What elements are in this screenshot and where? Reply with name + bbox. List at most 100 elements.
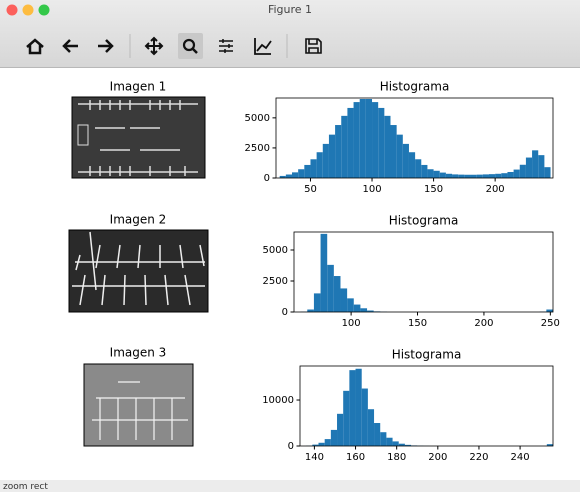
x-tick-label: 100	[362, 184, 381, 195]
image-2	[69, 230, 208, 312]
histogram-bar	[347, 108, 353, 178]
histogram-bar	[421, 165, 427, 178]
histogram-bar	[440, 173, 446, 178]
histogram-bar	[325, 439, 331, 446]
image-title: Imagen 1	[110, 80, 167, 94]
histogram-bar	[446, 174, 452, 178]
x-tick-label: 140	[305, 452, 324, 463]
histogram-bar	[403, 144, 409, 178]
histogram-bar	[292, 172, 298, 178]
histogram-bar	[427, 169, 433, 178]
histogram-bar	[393, 441, 399, 446]
histogram-bar	[378, 108, 384, 178]
y-tick-label: 5000	[245, 113, 270, 124]
close-button[interactable]	[7, 5, 18, 16]
minimize-button[interactable]	[23, 5, 34, 16]
histogram-bar	[384, 116, 390, 178]
histogram-bar	[354, 102, 360, 178]
x-tick-label: 250	[541, 318, 560, 329]
histogram-bar	[507, 172, 513, 178]
y-tick-label: 10000	[262, 395, 294, 406]
histogram-bar	[329, 135, 335, 178]
x-tick-label: 160	[346, 452, 365, 463]
histogram-bar	[360, 308, 367, 312]
histogram-bar	[337, 414, 343, 446]
window-title: Figure 1	[268, 3, 312, 16]
histogram-bar	[286, 175, 292, 178]
y-tick-label: 0	[282, 307, 288, 318]
histogram-bar	[321, 234, 328, 312]
histogram-bar	[356, 369, 362, 446]
histogram-bar	[495, 174, 501, 178]
histogram-bar	[314, 293, 321, 312]
histogram-bar	[386, 438, 392, 446]
status-bar	[0, 480, 580, 492]
histogram-bar	[343, 391, 349, 446]
status-text: zoom rect	[3, 482, 48, 492]
x-tick-label: 50	[304, 184, 317, 195]
image-3	[84, 364, 193, 446]
histogram-bar	[458, 175, 464, 178]
histogram-bar	[335, 125, 341, 178]
y-tick-label: 2500	[245, 143, 270, 154]
histogram-bar	[415, 159, 421, 178]
histogram-bar	[514, 170, 520, 178]
chart-title: Histograma	[389, 214, 459, 228]
histogram-bar	[464, 175, 470, 178]
histogram-bar	[471, 175, 477, 178]
histogram-bar	[409, 152, 415, 178]
histogram-bar	[544, 167, 550, 178]
x-tick-label: 200	[428, 452, 447, 463]
x-tick-label: 200	[474, 318, 493, 329]
histogram-bar	[397, 135, 403, 178]
image-title: Imagen 3	[110, 346, 167, 360]
histogram-bar	[327, 265, 334, 312]
x-tick-label: 150	[408, 318, 427, 329]
histogram-bar	[310, 159, 316, 178]
histogram-bar	[347, 298, 354, 312]
image-1	[72, 97, 205, 178]
window: Figure 1 zoom rect Imagen 1 Imagen 2 Ima…	[0, 0, 580, 492]
x-tick-label: 180	[387, 452, 406, 463]
image-title: Imagen 2	[110, 213, 167, 227]
histogram-bar	[520, 165, 526, 178]
histogram-bar	[526, 158, 532, 178]
histogram-bar	[340, 288, 347, 312]
histogram-bar	[489, 174, 495, 178]
histogram-bar	[354, 305, 361, 312]
histogram-bar	[374, 423, 380, 446]
zoom-button-active[interactable]	[178, 33, 203, 59]
histogram-bar	[532, 150, 538, 178]
histogram-bar	[304, 165, 310, 178]
x-tick-label: 220	[469, 452, 488, 463]
histogram-bar	[390, 125, 396, 178]
x-tick-label: 100	[342, 318, 361, 329]
histogram-bar	[452, 174, 458, 178]
zoom-button[interactable]	[39, 5, 50, 16]
histogram-bar	[331, 430, 337, 446]
histogram-bar	[477, 175, 483, 178]
histogram-bar	[434, 171, 440, 178]
configure-button[interactable]	[219, 39, 233, 53]
histogram-bar	[349, 370, 355, 446]
y-tick-label: 2500	[263, 276, 288, 287]
histogram-bar	[317, 152, 323, 178]
histogram-bar	[538, 155, 544, 178]
histogram-bar	[380, 432, 386, 446]
y-tick-label: 0	[264, 173, 270, 184]
histogram-bar	[368, 409, 374, 446]
histogram-bar	[372, 102, 378, 178]
histogram-bar	[483, 174, 489, 178]
histogram-bar	[334, 276, 341, 312]
histogram-bar	[323, 144, 329, 178]
y-tick-label: 0	[288, 441, 294, 452]
x-tick-label: 150	[424, 184, 443, 195]
histogram-bar	[362, 389, 368, 446]
chart-title: Histograma	[392, 348, 462, 362]
x-tick-label: 240	[511, 452, 530, 463]
histogram-bar	[501, 173, 507, 178]
histogram-bar	[298, 169, 304, 178]
histogram-bar	[319, 443, 325, 446]
histogram-bar	[360, 99, 366, 178]
histogram-bar	[366, 99, 372, 178]
